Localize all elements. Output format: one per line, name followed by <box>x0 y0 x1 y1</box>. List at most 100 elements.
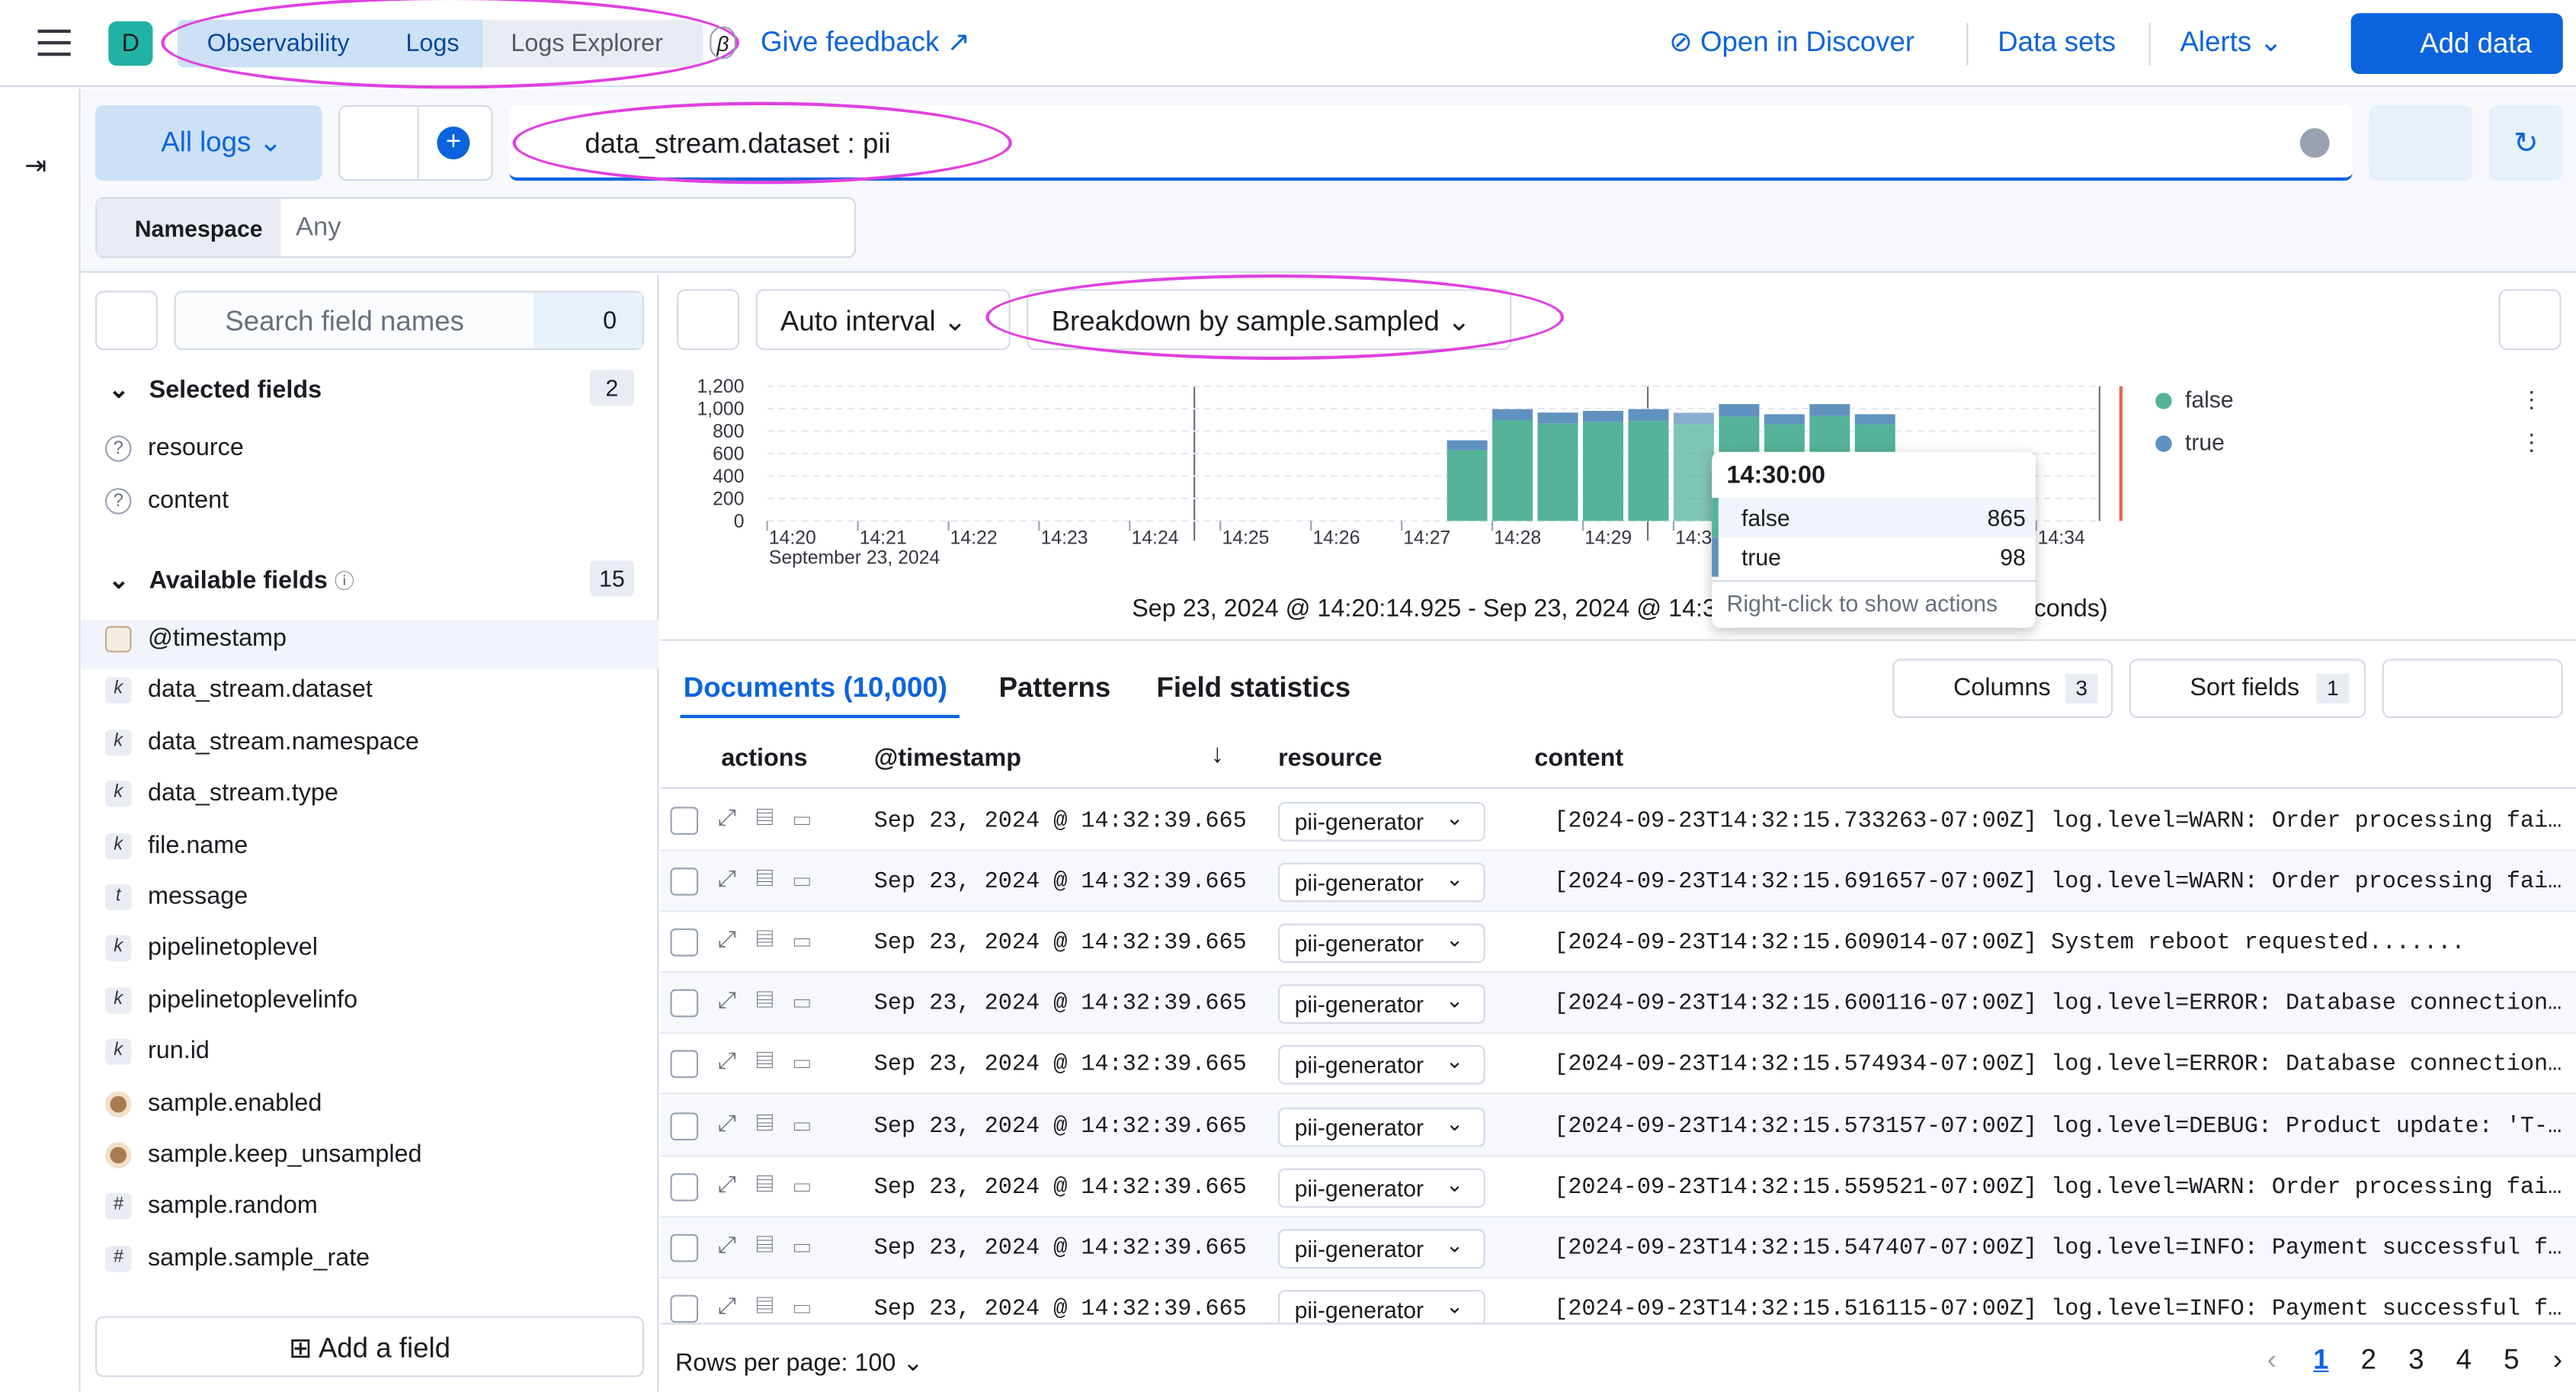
resource-badge[interactable]: pii-generator <box>1278 862 1485 903</box>
toggle-chart[interactable] <box>677 289 740 351</box>
alerts-menu[interactable]: Alerts ⌄ <box>2180 26 2283 58</box>
row-actions[interactable]: ⤢▤▭ <box>718 864 831 891</box>
row-actions[interactable]: ⤢▤▭ <box>718 1291 831 1318</box>
resource-badge[interactable]: pii-generator <box>1278 1167 1485 1208</box>
row-checkbox[interactable] <box>670 929 699 957</box>
tab[interactable]: Field statistics <box>1156 672 1351 704</box>
rows-per-page[interactable]: Rows per page: 100 ⌄ <box>674 1349 924 1378</box>
row-checkbox[interactable] <box>670 1111 699 1140</box>
expand-nav[interactable]: ⇥ <box>24 152 47 181</box>
field-name[interactable]: data_stream.dataset <box>148 675 373 704</box>
datasets-link[interactable]: Data sets <box>1998 26 2116 58</box>
column-header[interactable]: content <box>1534 744 1624 773</box>
select-text: Auto interval <box>780 305 936 337</box>
resource-badge[interactable]: pii-generator <box>1278 1045 1485 1086</box>
chart-options[interactable] <box>2498 289 2562 351</box>
tab[interactable]: Patterns <box>998 672 1111 704</box>
add-data-button[interactable]: Add data <box>2350 13 2563 75</box>
row-checkbox[interactable] <box>670 1294 699 1323</box>
y-tick-label: 1,200 <box>697 377 745 397</box>
field-name[interactable]: message <box>148 882 248 911</box>
bar-segment <box>1719 404 1760 417</box>
refresh-button[interactable]: ↻ <box>2488 104 2563 181</box>
row-actions[interactable]: ⤢▤▭ <box>718 925 831 952</box>
menu-button[interactable] <box>37 29 71 56</box>
columns-button[interactable]: Columns 3 <box>1892 659 2113 719</box>
next-page[interactable]: › <box>2552 1344 2563 1376</box>
section-title[interactable]: ⌄ Available fields ⓘ <box>108 566 354 595</box>
pagination: ‹ 1 2 3 4 5 › <box>2267 1344 2576 1384</box>
page-number[interactable]: 3 <box>2408 1344 2424 1376</box>
tooltip: 14:30:00 false 865 true 98 Right-click t… <box>1712 451 2036 628</box>
add-field-button[interactable]: ⊞ Add a field <box>95 1316 644 1378</box>
field-name[interactable]: pipelinetoplevelinfo <box>148 985 358 1014</box>
filter-buttons[interactable]: + <box>338 104 493 181</box>
row-actions[interactable]: ⤢▤▭ <box>718 1169 831 1196</box>
field-name[interactable]: pipelinetoplevel <box>148 934 318 962</box>
page-number[interactable]: 5 <box>2504 1344 2520 1376</box>
header-border <box>660 787 2576 789</box>
discover-link[interactable]: ⊘ Open in Discover <box>1669 26 1915 58</box>
resource-badge[interactable]: pii-generator <box>1278 984 1485 1025</box>
sort-button[interactable]: Sort fields 1 <box>2129 659 2366 719</box>
row-actions[interactable]: ⤢▤▭ <box>718 1230 831 1257</box>
field-name[interactable]: data_stream.namespace <box>148 727 419 756</box>
field-name[interactable]: sample.sample_rate <box>148 1243 370 1272</box>
date-picker[interactable] <box>2369 104 2473 181</box>
tab[interactable]: Documents (10,000) <box>683 672 947 704</box>
content: [2024-09-23T14:32:15.733263-07:00Z] log.… <box>1554 808 2562 836</box>
field-name[interactable]: data_stream.type <box>148 779 338 807</box>
table-row <box>660 1034 2576 1095</box>
clear-button[interactable] <box>2299 128 2330 158</box>
row-checkbox[interactable] <box>670 1172 699 1201</box>
x-tick-label: 14:27 <box>1403 528 1450 549</box>
timestamp: Sep 23, 2024 @ 14:32:39.665 <box>873 991 1247 1018</box>
row-actions[interactable]: ⤢▤▭ <box>718 1108 831 1135</box>
column-header[interactable]: @timestamp <box>873 744 1022 773</box>
prev-page[interactable]: ‹ <box>2267 1344 2276 1376</box>
data-view-picker[interactable]: All logs ⌄ <box>95 104 322 181</box>
row-checkbox[interactable] <box>670 868 699 896</box>
field-name[interactable]: sample.enabled <box>148 1089 322 1117</box>
resource-badge[interactable]: pii-generator <box>1278 801 1485 842</box>
field-name[interactable]: file.name <box>148 830 248 859</box>
feedback-link[interactable]: Give feedback ↗ <box>761 26 971 58</box>
namespace-filter[interactable] <box>95 197 857 258</box>
row-actions[interactable]: ⤢▤▭ <box>718 803 831 830</box>
collapse-sidebar[interactable] <box>95 290 158 351</box>
row-checkbox[interactable] <box>670 807 699 836</box>
field-name[interactable]: content <box>148 485 229 514</box>
column-header[interactable]: actions <box>721 744 808 773</box>
section-title[interactable]: ⌄ Selected fields <box>108 376 322 405</box>
page-number[interactable]: 1 <box>2313 1344 2329 1376</box>
tooltip-label: false <box>1741 504 1790 531</box>
content: [2024-09-23T14:32:15.600116-07:00Z] log.… <box>1554 991 2562 1018</box>
bar-segment <box>1537 423 1578 521</box>
resource-badge[interactable]: pii-generator <box>1278 923 1485 964</box>
column-header[interactable]: resource <box>1278 744 1383 773</box>
field-name[interactable]: run.id <box>148 1037 210 1066</box>
field-name[interactable]: sample.random <box>148 1192 318 1220</box>
field-name[interactable]: resource <box>148 434 244 462</box>
resource-badge[interactable]: pii-generator <box>1278 1106 1485 1147</box>
field-name[interactable]: sample.keep_unsampled <box>148 1140 422 1169</box>
grid-controls[interactable] <box>2382 659 2563 719</box>
link-text: Give feedback <box>761 26 940 58</box>
row-actions[interactable]: ⤢▤▭ <box>718 1047 831 1074</box>
page-number[interactable]: 4 <box>2456 1344 2472 1376</box>
avatar[interactable]: D <box>108 21 153 66</box>
row-checkbox[interactable] <box>670 1233 699 1262</box>
timestamp: Sep 23, 2024 @ 14:32:39.665 <box>873 1052 1247 1079</box>
field-name[interactable]: @timestamp <box>148 624 287 653</box>
page-number[interactable]: 2 <box>2360 1344 2377 1376</box>
row-checkbox[interactable] <box>670 989 699 1018</box>
row-actions[interactable]: ⤢▤▭ <box>718 986 831 1013</box>
row-checkbox[interactable] <box>670 1050 699 1079</box>
bar-segment <box>1809 404 1850 416</box>
resource-badge[interactable]: pii-generator <box>1278 1228 1485 1269</box>
interval-select[interactable]: Auto interval ⌄ <box>755 289 1011 351</box>
legend-label: false <box>2185 388 2234 413</box>
resource-badge[interactable]: pii-generator <box>1278 1289 1485 1323</box>
title-text: Available fields <box>149 566 328 595</box>
field-search[interactable] <box>174 290 644 351</box>
